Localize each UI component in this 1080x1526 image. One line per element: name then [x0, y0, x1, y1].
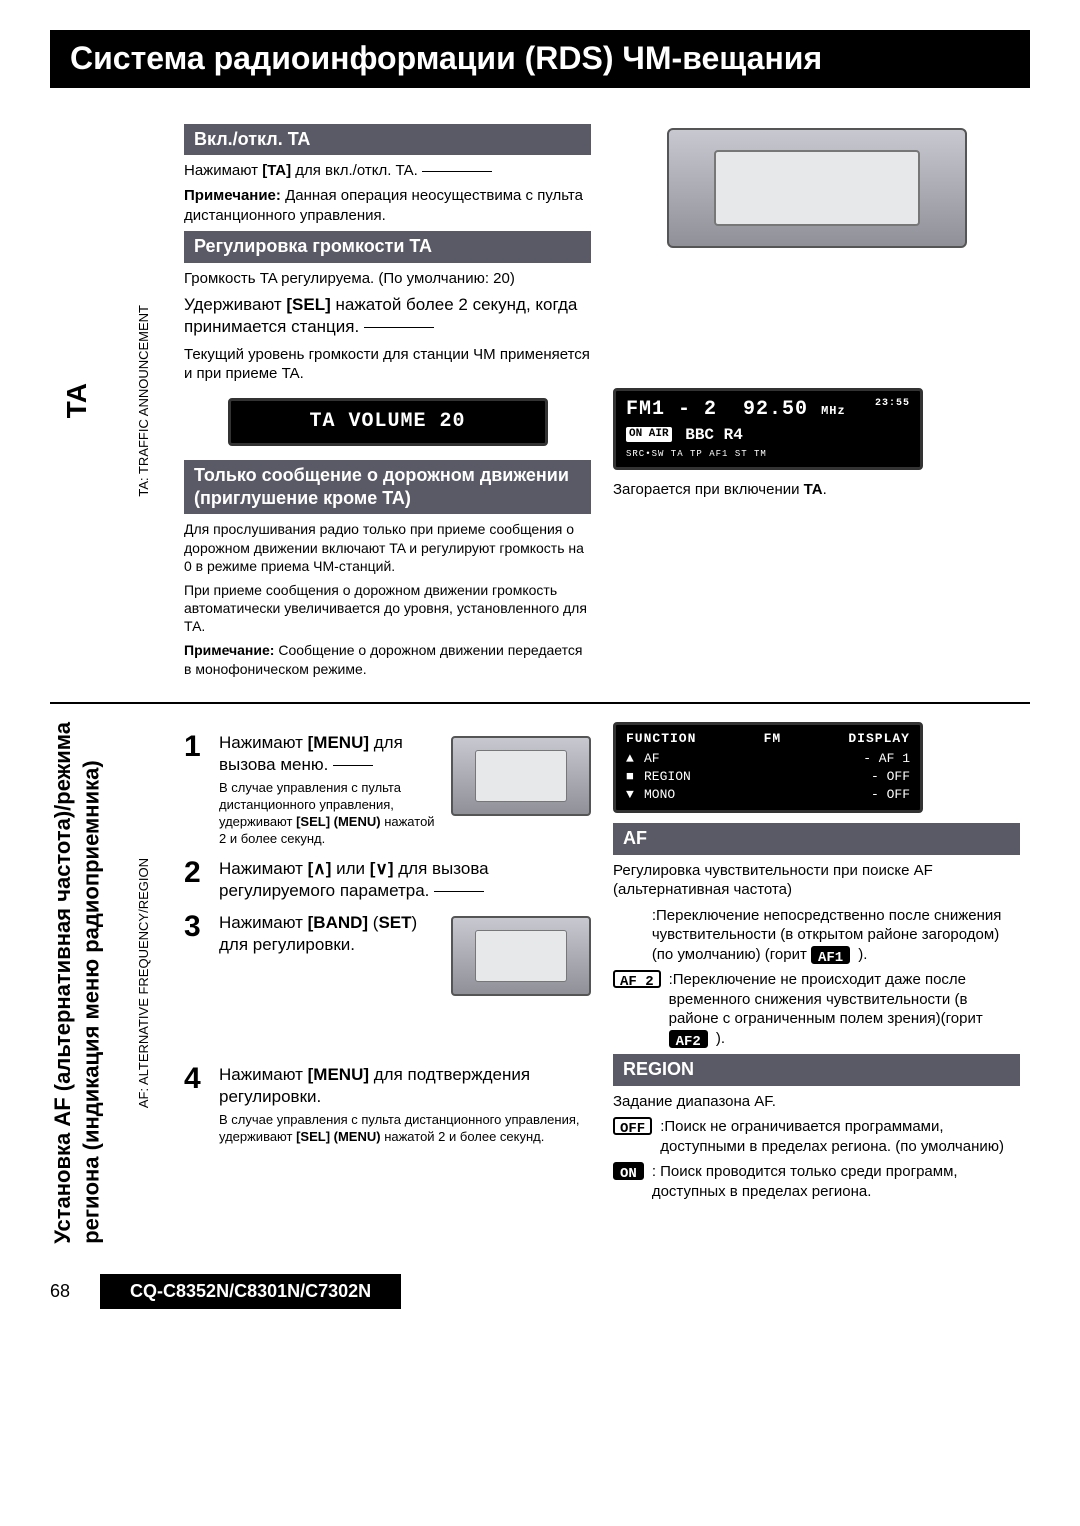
display-caption: Загорается при включении TA.	[613, 480, 1020, 500]
model-bar: CQ-C8352N/C8301N/C7302N	[100, 1274, 401, 1309]
region-off: OFF :Поиск не ограничивается программами…	[613, 1117, 1020, 1156]
device-illustration-sm	[451, 736, 591, 816]
af-opt-2: AF 2 :Переключение не происходит даже по…	[613, 970, 1020, 1048]
lcd-menu: FUNCTIONFMDISPLAY ▲AF- AF 1 ■REGION- OFF…	[613, 722, 923, 814]
section-divider	[50, 702, 1030, 704]
hdr-ta-vol: Регулировка громкости TA	[184, 231, 591, 262]
step-1: 1 Нажимают [MENU] для вызова меню. В слу…	[184, 732, 591, 848]
device-illustration-sm2	[451, 916, 591, 996]
ta-p5: Для прослушивания радио только при прием…	[184, 520, 591, 575]
side-ta-big: TA	[50, 118, 105, 684]
hdr-ta-only: Только сообщение о дорожном движении (пр…	[184, 460, 591, 515]
af-intro: Регулировка чувствительности при поиске …	[613, 861, 1020, 900]
lcd-ta-volume: TA VOLUME 20	[228, 398, 548, 446]
side-af-small: AF: ALTERNATIVE FREQUENCY/REGION	[117, 722, 172, 1244]
ta-p6: При приеме сообщения о дорожном движении…	[184, 581, 591, 636]
side-ta-small: TA: TRAFFIC ANNOUNCEMENT	[117, 118, 172, 684]
hdr-af: AF	[613, 823, 1020, 854]
page-title: Система радиоинформации (RDS) ЧМ-вещания	[50, 30, 1030, 88]
step-4: 4 Нажимают [MENU] для подтверждения регу…	[184, 1064, 591, 1146]
step-2: 2 Нажимают [∧] или [∨] для вызова регули…	[184, 858, 591, 902]
ta-p2: Громкость TA регулируема. (По умолчанию:…	[184, 269, 591, 289]
ta-note1: Примечание: Данная операция неосуществим…	[184, 186, 591, 225]
hdr-ta-onoff: Вкл./откл. TA	[184, 124, 591, 155]
step-3: 3 Нажимают [BAND] (SET) для регулировки.	[184, 912, 591, 1004]
side-af-big: Установка AF (альтернативная частота)/ре…	[50, 722, 105, 1244]
af-opt-1: AF :Переключение непосредственно после с…	[613, 906, 1020, 965]
region-on: ON : Поиск проводится только среди прогр…	[613, 1162, 1020, 1201]
ta-p1: Нажимают [TA] для вкл./откл. TA.	[184, 161, 591, 181]
lcd-radio-display: FM1 - 2 92.50 MHz 23:55 ON AIR BBC R4 SR…	[613, 388, 923, 470]
page-number: 68	[50, 1280, 70, 1303]
ta-p4: Текущий уровень громкости для станции ЧМ…	[184, 345, 591, 384]
ta-p3: Удерживают [SEL] нажатой более 2 секунд,…	[184, 294, 591, 338]
hdr-region: REGION	[613, 1054, 1020, 1085]
ta-p7: Примечание: Сообщение о дорожном движени…	[184, 641, 591, 677]
region-intro: Задание диапазона AF.	[613, 1092, 1020, 1112]
device-illustration	[667, 128, 967, 248]
